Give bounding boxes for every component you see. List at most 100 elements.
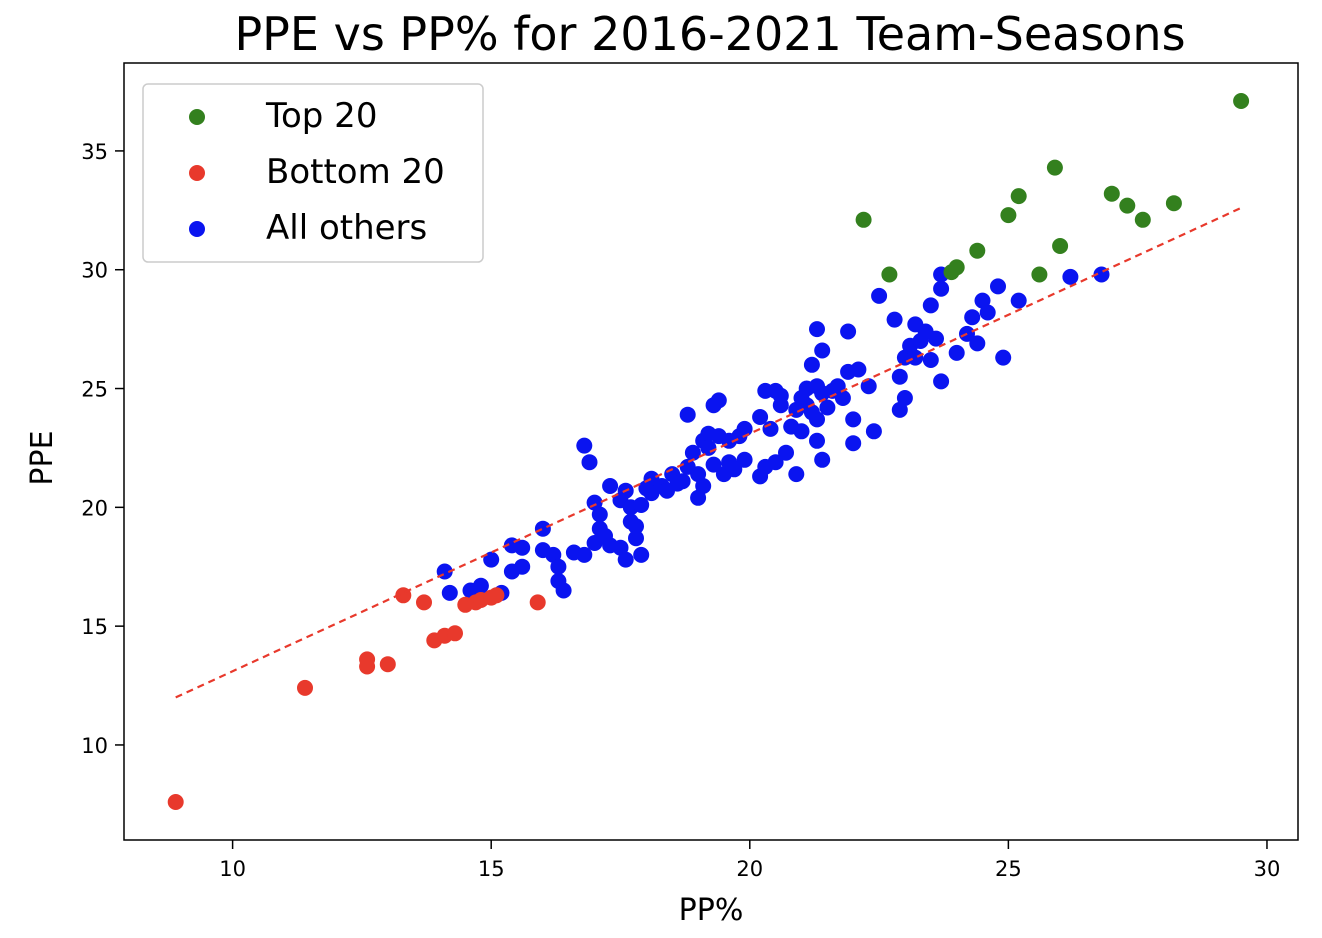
y-axis-label: PPE	[25, 430, 60, 485]
legend: Top 20 Bottom 20 All others	[142, 83, 484, 263]
point-all-others-125	[990, 278, 1006, 295]
point-bottom-20-15	[529, 594, 546, 611]
point-top-20-3	[948, 259, 965, 276]
point-all-others-102	[871, 287, 888, 304]
point-all-others-8	[514, 558, 531, 575]
point-all-others-98	[845, 411, 862, 428]
point-top-20-12	[1134, 211, 1151, 228]
legend-label-top-20: Top 20	[265, 96, 377, 136]
y-tick-label-25: 25	[81, 378, 108, 402]
y-tick-label-35: 35	[81, 140, 108, 164]
point-all-others-4	[483, 551, 500, 568]
point-all-others-94	[834, 390, 851, 406]
point-bottom-20-14	[488, 587, 505, 604]
point-all-others-36	[633, 497, 650, 513]
point-all-others-83	[803, 356, 820, 373]
point-all-others-100	[860, 378, 877, 395]
point-all-others-124	[979, 304, 996, 321]
point-all-others-71	[767, 454, 784, 471]
point-all-others-115	[928, 330, 944, 347]
y-tick-label-20: 20	[81, 496, 108, 520]
point-top-20-10	[1103, 185, 1120, 202]
legend-marker-top-20	[189, 109, 205, 125]
point-all-others-3	[472, 577, 489, 594]
point-all-others-44	[674, 473, 691, 490]
legend-marker-bottom-20	[189, 165, 205, 181]
point-all-others-79	[793, 423, 810, 440]
point-all-others-74	[778, 444, 794, 461]
point-all-others-61	[726, 461, 743, 478]
x-tick-label-20: 20	[736, 857, 763, 881]
point-all-others-57	[710, 392, 727, 409]
x-axis-label: PP%	[679, 893, 744, 928]
y-tick-label-15: 15	[81, 615, 108, 639]
point-all-others-128	[1062, 268, 1079, 285]
point-all-others-101	[865, 423, 882, 440]
x-tick-label-15: 15	[478, 857, 505, 881]
point-bottom-20-9	[447, 625, 463, 642]
point-all-others-19	[581, 454, 598, 471]
legend-label-bottom-20: Bottom 20	[266, 152, 445, 192]
point-top-20-7	[1031, 266, 1048, 283]
point-all-others-47	[684, 444, 701, 461]
point-all-others-121	[964, 309, 981, 326]
plot-frame	[123, 62, 1299, 841]
point-all-others-105	[891, 368, 908, 385]
point-all-others-10	[534, 520, 551, 537]
point-bottom-20-3	[359, 658, 376, 675]
point-all-others-15	[555, 582, 572, 599]
point-all-others-64	[736, 451, 753, 468]
x-tick-label-10: 10	[219, 857, 246, 881]
point-all-others-97	[845, 435, 862, 452]
legend-box	[142, 83, 484, 263]
point-all-others-33	[628, 518, 644, 535]
point-bottom-20-6	[416, 594, 432, 611]
point-all-others-22	[591, 506, 608, 523]
point-all-others-17	[576, 546, 593, 563]
point-all-others-30	[617, 551, 634, 568]
point-top-20-6	[1010, 188, 1027, 205]
legend-label-all-others: All others	[266, 208, 427, 248]
x-axis: 10 15 20 25 30	[219, 840, 1280, 881]
point-all-others-127	[1010, 292, 1027, 309]
point-all-others-66	[752, 409, 769, 425]
point-all-others-117	[933, 373, 950, 390]
point-all-others-13	[550, 558, 567, 575]
point-top-20-11	[1119, 197, 1136, 214]
point-all-others-122	[969, 335, 986, 352]
point-all-others-1	[441, 584, 458, 601]
point-all-others-103	[886, 311, 903, 328]
point-top-20-5	[1000, 207, 1017, 224]
point-all-others-116	[933, 280, 950, 297]
point-top-20-14	[1233, 93, 1250, 109]
y-tick-label-30: 30	[81, 259, 108, 283]
point-all-others-76	[788, 466, 805, 483]
legend-marker-all-others	[189, 221, 205, 237]
point-all-others-51	[695, 478, 712, 494]
point-all-others-95	[840, 323, 857, 340]
point-all-others-85	[809, 432, 825, 449]
point-all-others-35	[633, 546, 650, 563]
point-bottom-20-4	[379, 656, 396, 673]
point-all-others-34	[628, 530, 644, 547]
point-all-others-126	[995, 349, 1012, 366]
trend-line	[175, 206, 1242, 699]
chart-title: PPE vs PP% for 2016-2021 Team-Seasons	[234, 7, 1185, 61]
plot-marks	[167, 93, 1250, 810]
point-all-others-90	[814, 451, 831, 468]
point-all-others-88	[814, 342, 831, 359]
x-tick-label-30: 30	[1254, 857, 1281, 881]
point-all-others-86	[809, 411, 825, 428]
point-all-others-91	[819, 399, 836, 416]
point-all-others-114	[922, 297, 939, 314]
point-all-others-9	[514, 539, 531, 556]
point-all-others-107	[896, 390, 913, 406]
point-top-20-4	[969, 242, 986, 259]
x-tick-label-25: 25	[995, 857, 1022, 881]
point-all-others-119	[948, 344, 965, 361]
y-axis: 10 15 20 25 30 35	[81, 140, 124, 758]
point-all-others-55	[705, 456, 722, 473]
point-top-20-9	[1052, 238, 1069, 254]
point-all-others-45	[679, 406, 696, 423]
